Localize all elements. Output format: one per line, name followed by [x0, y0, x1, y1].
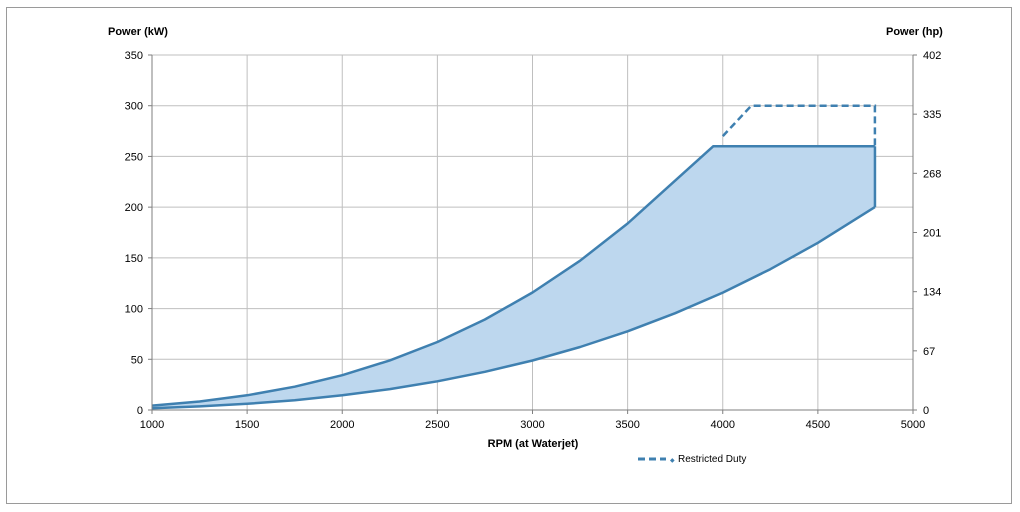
y-left-tick-labels: 0 50 100 150 200 250 300 350 [125, 50, 143, 417]
y-tick-label: 0 [137, 405, 143, 417]
y-tick-label: 250 [125, 151, 143, 163]
x-tick-labels: 1000 1500 2000 2500 3000 3500 4000 4500 5000 [140, 419, 925, 431]
y2-tick-label: 201 [923, 228, 941, 240]
y2-tick-label: 335 [923, 109, 941, 121]
x-tick-label: 5000 [901, 419, 925, 431]
operating-envelope-area [152, 146, 875, 409]
x-tick-label: 3500 [615, 419, 639, 431]
x-tick-label: 3000 [520, 419, 544, 431]
y-tick-label: 300 [125, 101, 143, 113]
legend-marker: ◆ [670, 458, 675, 464]
y-right-tick-labels: 0 67 134 201 268 335 402 [923, 50, 941, 417]
series-restricted-duty-line [721, 104, 877, 147]
legend-restricted-duty-label: Restricted Duty [678, 454, 746, 465]
x-tick-label: 4500 [806, 419, 830, 431]
y2-tick-label: 67 [923, 346, 935, 358]
chart-frame [6, 7, 1012, 504]
envelope-fill [152, 146, 875, 409]
x-tick-label: 4000 [711, 419, 735, 431]
x-tick-label: 2000 [330, 419, 354, 431]
y-tick-label: 350 [125, 50, 143, 62]
y-tick-label: 50 [131, 354, 143, 366]
legend: ◆ Restricted Duty [638, 454, 746, 465]
series-upper-line [151, 145, 875, 407]
y2-tick-label: 402 [923, 50, 941, 62]
y2-tick-label: 268 [923, 168, 941, 180]
series-lower-line [151, 206, 876, 410]
x-axis-title: RPM (at Waterjet) [488, 438, 579, 450]
x-tick-label: 1500 [235, 419, 259, 431]
y-tick-label: 100 [125, 304, 143, 316]
y-tick-label: 200 [125, 202, 143, 214]
axes [148, 54, 917, 414]
y2-tick-label: 134 [923, 287, 941, 299]
y-tick-label: 150 [125, 253, 143, 265]
y-left-axis-title: Power (kW) [108, 26, 168, 38]
y2-tick-label: 0 [923, 405, 929, 417]
x-tick-label: 2500 [425, 419, 449, 431]
y-right-axis-title: Power (hp) [886, 26, 943, 38]
x-tick-label: 1000 [140, 419, 164, 431]
series-lines [151, 104, 877, 410]
